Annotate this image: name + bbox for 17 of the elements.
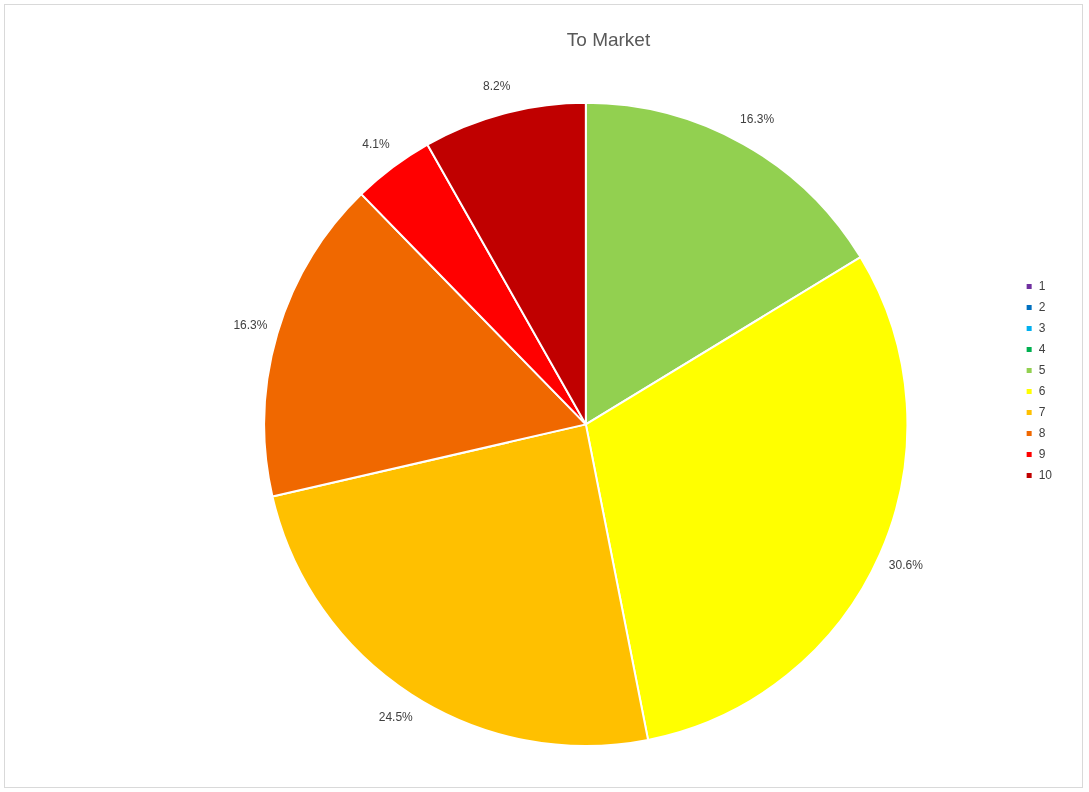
legend-label: 4 — [1038, 341, 1046, 356]
legend-label: 7 — [1038, 404, 1046, 419]
legend-label: 9 — [1038, 446, 1046, 461]
data-label: 16.3% — [233, 318, 268, 333]
chart-title: To Market — [566, 28, 651, 50]
legend-label: 6 — [1038, 383, 1046, 398]
data-label: 16.3% — [740, 111, 775, 126]
legend-label: 3 — [1038, 320, 1046, 335]
legend-label: 8 — [1038, 425, 1046, 440]
data-label: 30.6% — [888, 557, 924, 572]
legend-label: 2 — [1038, 299, 1046, 314]
data-label: 8.2% — [483, 78, 511, 93]
legend-label: 5 — [1038, 362, 1046, 377]
data-label: 24.5% — [378, 710, 414, 725]
legend-label: 1 — [1038, 278, 1046, 293]
data-label: 4.1% — [362, 137, 390, 152]
legend-label: 10 — [1038, 467, 1053, 482]
